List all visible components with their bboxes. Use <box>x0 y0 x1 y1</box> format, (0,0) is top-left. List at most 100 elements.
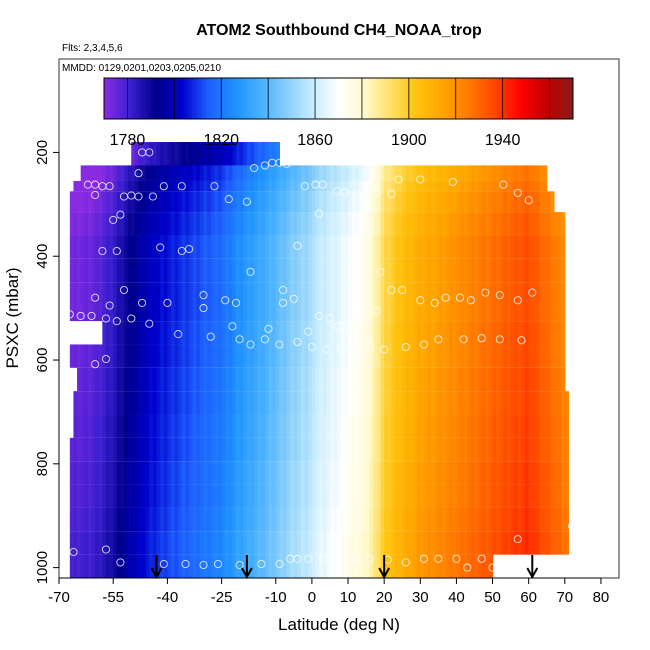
heatmap-cell <box>517 191 523 213</box>
heatmap-cell <box>340 321 346 345</box>
heatmap-cell <box>308 258 313 283</box>
heatmap-cell <box>228 142 234 168</box>
heatmap-cell <box>384 414 389 438</box>
heatmap-cell <box>217 461 223 485</box>
heatmap-cell <box>488 414 494 438</box>
heatmap-cell <box>315 258 320 283</box>
heatmap-cell <box>441 437 447 462</box>
sample-points <box>65 148 577 572</box>
sample-point <box>448 177 457 187</box>
heatmap-cell <box>510 484 515 508</box>
heatmap-cell <box>225 437 230 462</box>
heatmap-cell <box>510 321 515 345</box>
heatmap-cell <box>171 507 176 532</box>
heatmap-cell <box>467 191 472 213</box>
heatmap-cell <box>535 461 541 485</box>
heatmap-cell <box>449 191 454 213</box>
heatmap-cell <box>181 507 187 532</box>
heatmap-cell <box>315 507 320 532</box>
heatmap-cell <box>445 414 450 438</box>
heatmap-cell <box>423 321 429 345</box>
heatmap-cell <box>398 165 403 181</box>
heatmap-cell <box>192 258 197 283</box>
heatmap-cell <box>398 305 403 322</box>
heatmap-cell <box>102 282 107 306</box>
heatmap-cell <box>452 484 458 508</box>
heatmap-cell <box>80 212 85 236</box>
x-tick-label: 20 <box>376 589 393 606</box>
heatmap-cell <box>80 235 85 259</box>
heatmap-cell <box>203 484 208 508</box>
heatmap-cell <box>452 191 458 213</box>
heatmap-cell <box>322 282 327 306</box>
heatmap-cell <box>319 507 324 532</box>
heatmap-cell <box>311 282 317 306</box>
heatmap-cell <box>207 461 212 485</box>
heatmap-cell <box>326 414 331 438</box>
heatmap-cell <box>441 321 447 345</box>
surface-arrow-head <box>150 567 163 580</box>
heatmap-cell <box>178 165 183 181</box>
heatmap-cell <box>109 165 114 181</box>
heatmap-cell <box>384 507 389 532</box>
heatmap-cell <box>517 321 523 345</box>
heatmap-cell <box>286 531 291 555</box>
sample-point <box>318 554 327 563</box>
colorbar-segment <box>423 78 427 119</box>
heatmap-cell <box>87 461 93 485</box>
heatmap-cell <box>517 282 523 306</box>
heatmap-cell <box>496 258 501 283</box>
heatmap-cell <box>384 367 389 392</box>
heatmap-cell <box>95 165 100 181</box>
heatmap-cell <box>221 437 226 462</box>
heatmap-cell <box>405 414 411 438</box>
heatmap-cell <box>329 461 335 485</box>
heatmap-cell <box>214 258 219 283</box>
heatmap-cell <box>532 165 537 181</box>
heatmap-cell <box>199 367 205 392</box>
heatmap-cell <box>142 165 147 181</box>
heatmap-cell <box>550 367 555 392</box>
heatmap-cell <box>192 212 197 236</box>
heatmap-cell <box>441 282 447 306</box>
sample-point <box>499 180 508 189</box>
heatmap-cell <box>221 305 226 322</box>
heatmap-cell <box>427 461 432 485</box>
heatmap-cell <box>478 165 483 181</box>
heatmap-cell <box>185 180 190 192</box>
heatmap-cell <box>250 554 255 578</box>
heatmap-cell <box>340 305 346 322</box>
heatmap-cell <box>297 391 302 415</box>
heatmap-cell <box>127 282 132 306</box>
heatmap-cell <box>254 507 259 532</box>
heatmap-cell <box>210 180 215 192</box>
heatmap-cell <box>272 212 277 236</box>
heatmap-cell <box>156 235 161 259</box>
heatmap-cell <box>120 321 125 345</box>
heatmap-cell <box>485 165 490 181</box>
heatmap-cell <box>460 461 465 485</box>
heatmap-cell <box>416 344 421 368</box>
heatmap-cell <box>239 180 244 192</box>
heatmap-cell <box>221 554 226 578</box>
heatmap-cell <box>351 321 356 345</box>
heatmap-cell <box>246 235 252 259</box>
heatmap-cell <box>438 554 443 578</box>
sample-point <box>477 334 486 343</box>
heatmap-cell <box>279 321 284 345</box>
heatmap-cell <box>525 461 530 485</box>
heatmap-cell <box>514 180 519 192</box>
heatmap-cell <box>431 235 436 259</box>
heatmap-cell <box>319 212 324 236</box>
heatmap-cell <box>514 191 519 213</box>
heatmap-cell <box>174 391 179 415</box>
heatmap-cell <box>275 142 280 168</box>
heatmap-cell <box>272 554 277 578</box>
heatmap-cell <box>333 165 338 181</box>
heatmap-cell <box>221 507 226 532</box>
heatmap-cell <box>80 305 85 322</box>
heatmap-cell <box>355 235 360 259</box>
heatmap-cell <box>398 507 403 532</box>
heatmap-cell <box>254 554 259 578</box>
sample-point <box>156 243 165 252</box>
